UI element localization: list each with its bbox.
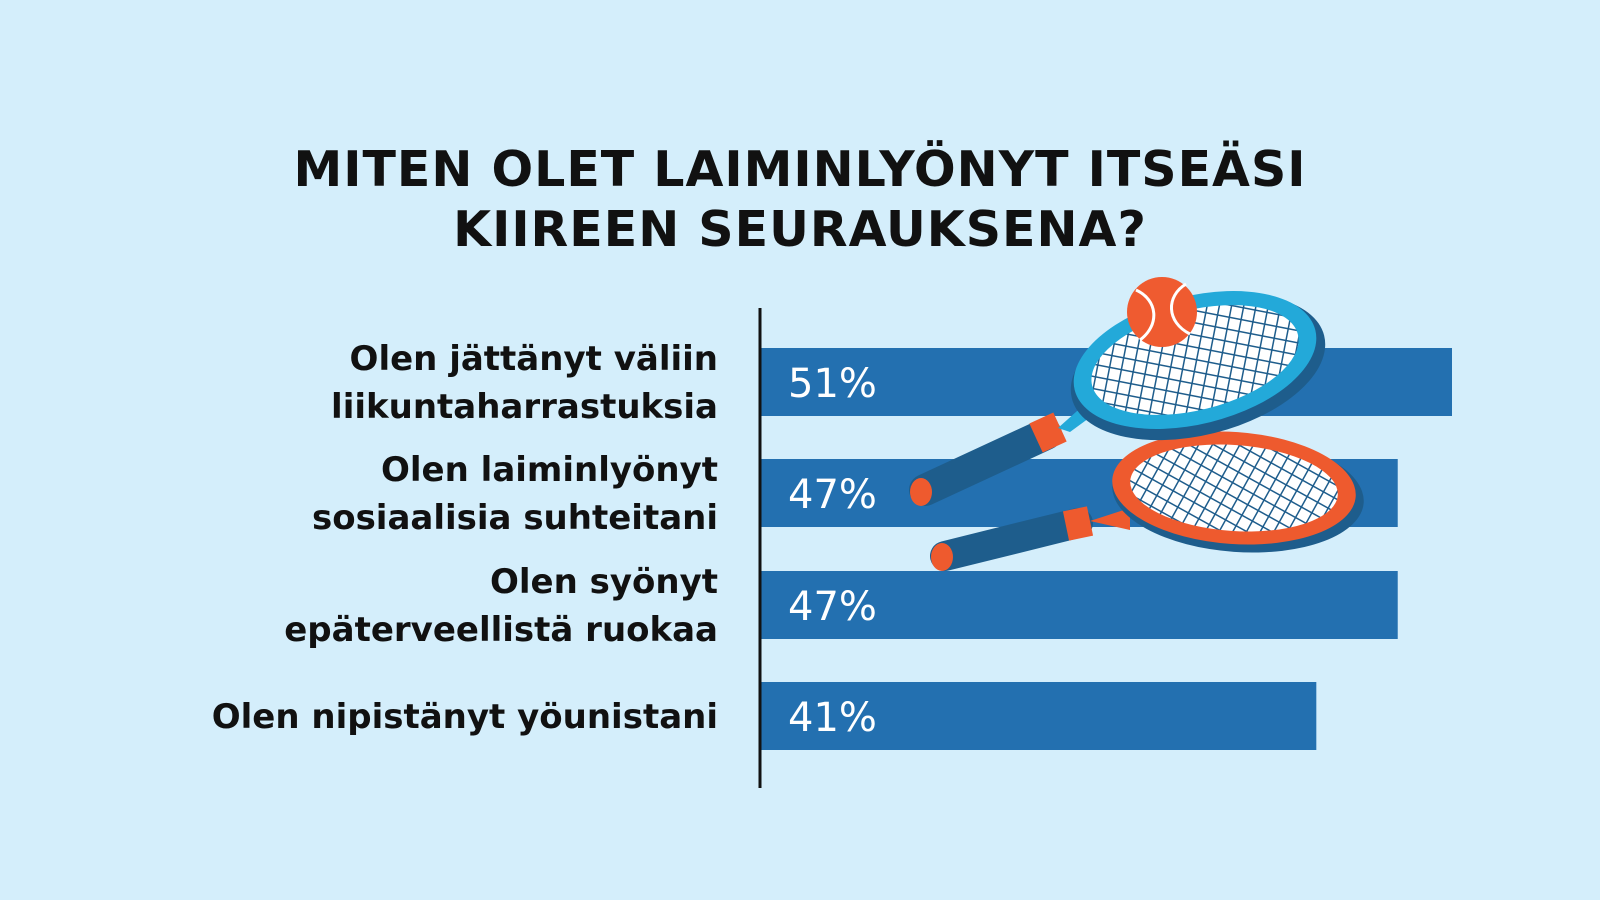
category-label-line: Olen jättänyt väliin: [350, 339, 718, 379]
bar-value-label: 47%: [788, 472, 877, 518]
category-label-line: Olen syönyt: [490, 562, 718, 602]
category-label: Olen jättänyt väliin liikuntaharrastuksia: [331, 339, 718, 427]
bars-layer: [760, 348, 1452, 750]
category-label: Olen syönyt epäterveellistä ruokaa: [284, 562, 718, 650]
bar-value-label: 41%: [788, 695, 877, 741]
category-label-line: sosiaalisia suhteitani: [312, 498, 718, 538]
category-label-line: liikuntaharrastuksia: [331, 387, 718, 427]
category-label-line: Olen laiminlyönyt: [381, 450, 718, 490]
bar-4: [760, 682, 1317, 750]
bar-value-label: 47%: [788, 584, 877, 630]
labels-layer: 51% Olen jättänyt väliin liikuntaharrastuk…: [212, 339, 877, 741]
chart-title: MITEN OLET LAIMINLYÖNYT ITSEÄSI KIIREEN …: [0, 140, 1600, 260]
category-label: Olen nipistänyt yöunistani: [212, 697, 718, 737]
chart-title-line-2: KIIREEN SEURAUKSENA?: [453, 201, 1147, 258]
bar-3: [760, 571, 1398, 639]
category-label-line: epäterveellistä ruokaa: [284, 610, 718, 650]
chart-title-line-1: MITEN OLET LAIMINLYÖNYT ITSEÄSI: [293, 141, 1307, 198]
bar-value-label: 51%: [788, 361, 877, 407]
category-label: Olen laiminlyönyt sosiaalisia suhteitani: [312, 450, 718, 538]
category-label-line: Olen nipistänyt yöunistani: [212, 697, 718, 737]
